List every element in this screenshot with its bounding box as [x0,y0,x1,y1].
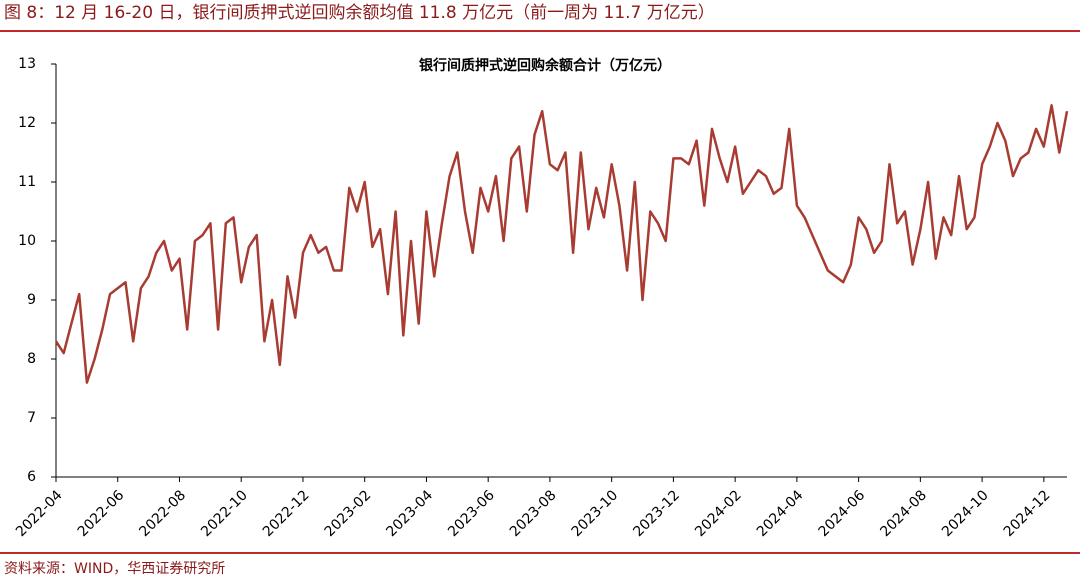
x-tick-label: 2022-06 [75,487,128,540]
x-tick-label: 2023-12 [630,487,683,540]
y-tick-label: 10 [18,233,36,249]
x-tick-label: 2024-12 [1001,487,1054,540]
x-tick-label: 2022-04 [13,487,66,540]
x-tick-label: 2023-02 [322,487,375,540]
y-tick-label: 8 [27,351,36,367]
y-tick-label: 9 [27,292,36,308]
y-tick-label: 13 [18,56,36,72]
x-tick-label: 2022-12 [260,487,313,540]
x-tick-label: 2024-06 [816,487,869,540]
y-tick-label: 11 [18,174,36,190]
x-tick-label: 2023-10 [569,487,622,540]
x-tick-label: 2023-06 [445,487,498,540]
x-tick-label: 2024-10 [939,487,992,540]
x-tick-label: 2022-10 [198,487,251,540]
x-tick-label: 2024-04 [754,487,807,540]
x-tick-label: 2022-08 [136,487,189,540]
y-tick-label: 12 [18,115,36,131]
x-tick-label: 2024-02 [692,487,745,540]
x-tick-label: 2023-04 [383,487,436,540]
chart-title: 银行间质押式逆回购余额合计（万亿元） [419,57,671,74]
y-tick-label: 6 [27,469,36,485]
x-tick-label: 2023-08 [507,487,560,540]
source: 资料来源：WIND，华西证券研究所 [4,561,225,577]
header-title: 图 8：12 月 16-20 日，银行间质押式逆回购余额均值 11.8 万亿元（… [4,3,715,23]
y-tick-label: 7 [27,410,36,426]
x-tick-label: 2024-08 [877,487,930,540]
data-line [54,104,1069,384]
